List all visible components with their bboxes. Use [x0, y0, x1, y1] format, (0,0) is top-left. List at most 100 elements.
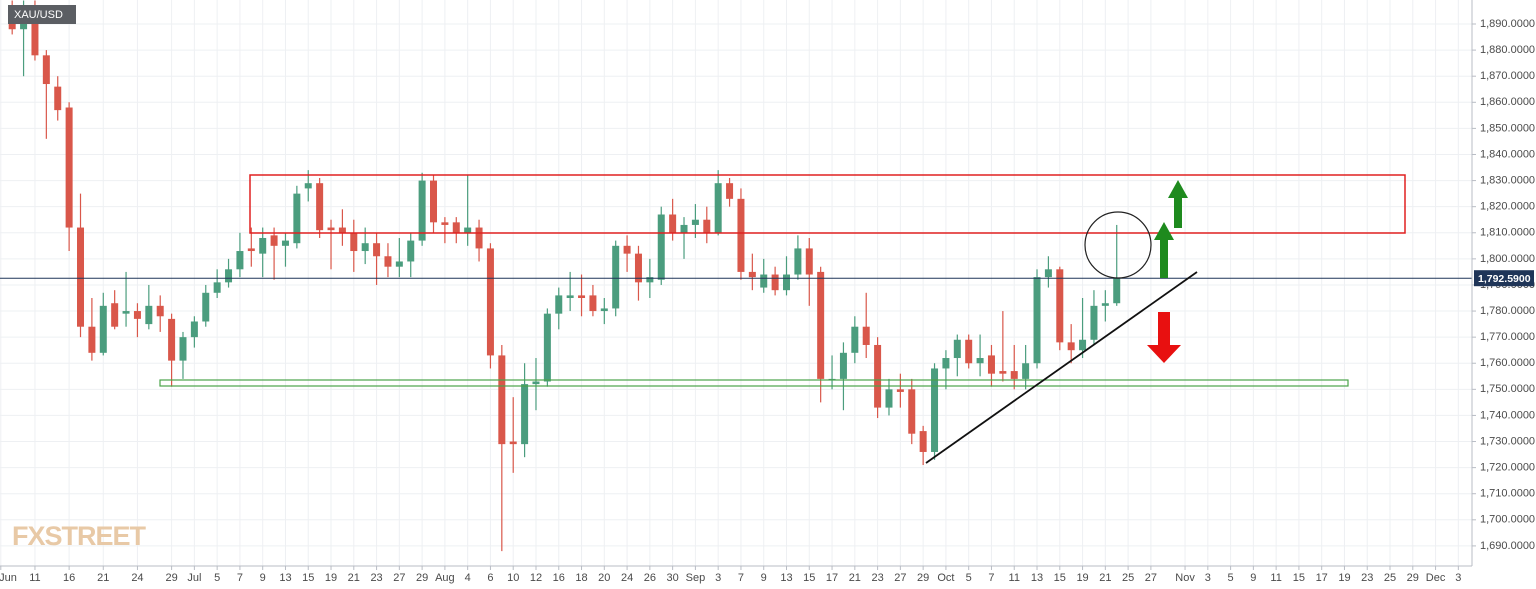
x-tick-label: 15 [1293, 572, 1305, 584]
candle-body [304, 183, 312, 189]
candle-body [737, 198, 745, 272]
candle-body [680, 224, 688, 233]
candle-body [805, 248, 813, 275]
candle-body [407, 240, 415, 262]
candle-body [748, 271, 756, 278]
candle-body [657, 214, 665, 280]
y-tick-label: 1,850.0000 [1480, 122, 1535, 134]
candle-body [1033, 277, 1041, 364]
x-tick-label: 21 [849, 572, 861, 584]
x-tick-label: 9 [761, 572, 767, 584]
x-tick-label: 15 [803, 572, 815, 584]
candle-body [817, 271, 825, 379]
candle-body [179, 337, 187, 361]
candle-body [1022, 363, 1030, 379]
candle-body [634, 253, 642, 283]
candle-body [452, 222, 460, 233]
candle-body [213, 282, 221, 293]
x-tick-label: 24 [621, 572, 633, 584]
candle-body [999, 371, 1007, 374]
candle-body [976, 358, 984, 364]
x-tick-label: 5 [1228, 572, 1234, 584]
x-tick-label: 17 [826, 572, 838, 584]
candle-body [874, 344, 882, 408]
candle-body [77, 227, 85, 327]
y-tick-label: 1,760.0000 [1480, 357, 1535, 369]
candle-body [1056, 269, 1064, 343]
x-tick-label: 20 [598, 572, 610, 584]
candle-body [145, 305, 153, 325]
x-tick-label: Jul [187, 572, 201, 584]
candle-body [783, 274, 791, 291]
x-tick-label: 18 [575, 572, 587, 584]
candle-body [441, 222, 449, 225]
trend-line [925, 271, 1198, 464]
x-tick-label: 23 [370, 572, 382, 584]
candle-body [578, 295, 586, 299]
x-tick-label: 12 [530, 572, 542, 584]
candle-body [987, 355, 995, 374]
candle-body [247, 248, 255, 252]
x-tick-label: 3 [715, 572, 721, 584]
candle-body [623, 245, 631, 254]
candle-body [1044, 269, 1052, 278]
candle-body [760, 274, 768, 288]
candle-body [828, 378, 836, 380]
candle-body [965, 339, 973, 364]
candle-body [281, 240, 289, 246]
candle-body [726, 183, 734, 199]
resistance-zone [249, 174, 1406, 234]
x-tick-label: 7 [738, 572, 744, 584]
x-tick-label: 13 [279, 572, 291, 584]
y-tick-label: 1,880.0000 [1480, 44, 1535, 56]
candle-body [919, 431, 927, 452]
candle-body [133, 311, 141, 319]
candle-body [600, 308, 608, 312]
candle-body [771, 274, 779, 291]
price-label-box [1474, 270, 1534, 287]
candle-body [99, 305, 107, 353]
y-tick-label: 1,740.0000 [1480, 409, 1535, 421]
x-tick-label: Aug [435, 572, 455, 584]
candle-body [202, 292, 210, 322]
y-tick-label: 1,730.0000 [1480, 435, 1535, 447]
x-tick-label: 9 [260, 572, 266, 584]
y-tick-label: 1,700.0000 [1480, 514, 1535, 526]
x-tick-label: Oct [937, 572, 954, 584]
x-tick-label: 4 [465, 572, 471, 584]
candle-body [862, 326, 870, 345]
x-tick-label: 10 [507, 572, 519, 584]
x-tick-label: 24 [131, 572, 143, 584]
candle-body [486, 248, 494, 356]
x-tick-label: 15 [1054, 572, 1066, 584]
x-tick-label: Dec [1426, 572, 1446, 584]
price-label: 1,792.5900 [1478, 273, 1531, 285]
candle-body [42, 55, 50, 85]
x-tick-label: 3 [1455, 572, 1461, 584]
support-zone [159, 379, 1349, 387]
candle-body [885, 389, 893, 408]
candle-body [931, 368, 939, 452]
x-tick-label: 21 [348, 572, 360, 584]
symbol: XAU/USD [14, 9, 63, 21]
candle-body [475, 227, 483, 249]
candle-body [259, 237, 267, 254]
x-tick-label: 19 [325, 572, 337, 584]
candle-body [168, 318, 176, 361]
x-tick-label: Nov [1175, 572, 1195, 584]
candle-body [54, 86, 62, 111]
candle-body [1079, 339, 1087, 351]
candle-body [543, 313, 551, 382]
highlight-circle [1084, 211, 1152, 279]
candle-body [1101, 303, 1109, 306]
x-tick-label: 29 [165, 572, 177, 584]
down-arrow [1147, 312, 1181, 363]
x-tick-label: 17 [1316, 572, 1328, 584]
up-arrow [1168, 180, 1188, 228]
candle-body [31, 5, 39, 56]
x-tick-label: 7 [988, 572, 994, 584]
x-tick-label: 19 [1076, 572, 1088, 584]
x-tick-label: 6 [487, 572, 493, 584]
candle-body [293, 193, 301, 244]
